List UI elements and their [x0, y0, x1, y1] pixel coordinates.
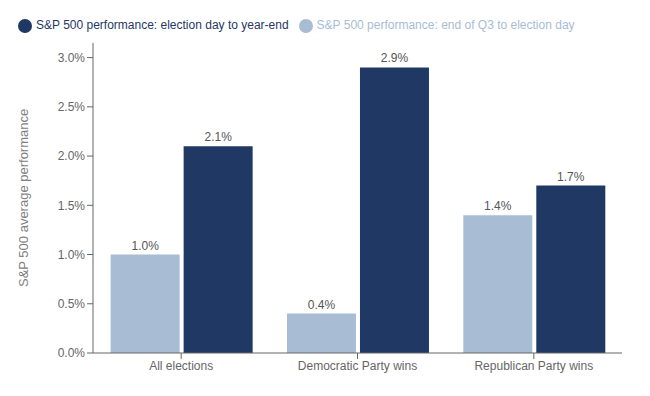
svg-text:2.9%: 2.9%: [381, 51, 409, 65]
svg-text:1.5%: 1.5%: [58, 199, 86, 213]
html-text:S&P 500 performance: election: S&P 500 performance: election day to yea…: [36, 18, 289, 32]
svg-text:0.5%: 0.5%: [58, 297, 86, 311]
html-text:S&P 500 performance: end of Q3: S&P 500 performance: end of Q3 to electi…: [316, 18, 575, 32]
svg-text:Democratic Party wins: Democratic Party wins: [298, 359, 417, 373]
svg-text:2.1%: 2.1%: [204, 130, 232, 144]
svg-text:1.0%: 1.0%: [58, 248, 86, 262]
svg-text:2.0%: 2.0%: [58, 149, 86, 163]
svg-text:3.0%: 3.0%: [58, 51, 86, 65]
svg-text:1.4%: 1.4%: [484, 199, 512, 213]
svg-text:S&P 500 average performance: S&P 500 average performance: [16, 109, 31, 287]
svg-text:0.4%: 0.4%: [308, 298, 336, 312]
svg-text:1.0%: 1.0%: [131, 239, 159, 253]
svg-text:Republican Party wins: Republican Party wins: [474, 359, 593, 373]
svg-text:All elections: All elections: [149, 359, 213, 373]
svg-text:2.5%: 2.5%: [58, 100, 86, 114]
svg-text:1.7%: 1.7%: [557, 170, 585, 184]
svg-text:0.0%: 0.0%: [58, 346, 86, 360]
